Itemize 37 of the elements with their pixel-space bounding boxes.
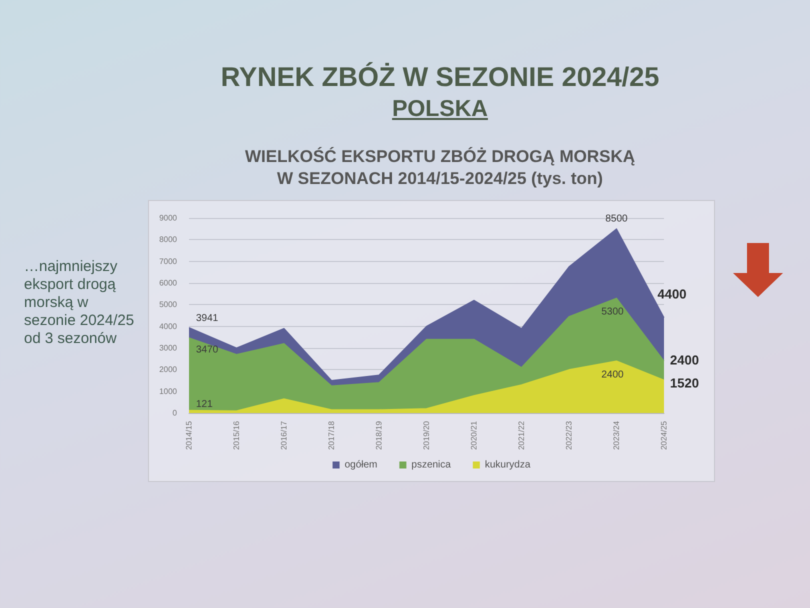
x-tick-label: 2014/15 xyxy=(184,420,194,450)
y-tick-label: 8000 xyxy=(159,235,178,244)
chart-subtitle: POLSKA xyxy=(391,95,489,122)
x-tick-label: 2023/24 xyxy=(612,420,621,450)
y-tick-label: 6000 xyxy=(159,278,178,288)
x-tick-label: 2022/23 xyxy=(564,420,574,450)
data-label: 2400 xyxy=(601,370,624,380)
text: …najmniejszy eksport drogą morską w sezonie 2024/25 od 3 sezonów xyxy=(24,258,136,348)
data-label: 8500 xyxy=(605,213,628,224)
x-tick-label: 2024/25 xyxy=(660,420,668,450)
data-label: 3470 xyxy=(196,344,219,356)
y-tick-label: 3000 xyxy=(159,344,178,352)
x-tick-label: 2018/19 xyxy=(374,420,384,450)
legend-label: kukurydza xyxy=(484,460,531,470)
data-label: 121 xyxy=(196,398,214,410)
legend-label: pszenica xyxy=(411,460,452,470)
y-tick-label: 2000 xyxy=(159,365,178,374)
data-label: 5300 xyxy=(601,306,624,318)
x-tick-label: 2020/21 xyxy=(470,420,478,450)
x-tick-label: 2017/18 xyxy=(327,420,336,450)
x-tick-label: 2021/22 xyxy=(517,420,526,450)
y-tick-label: 4000 xyxy=(159,322,178,331)
y-tick-label: 9000 xyxy=(159,214,178,222)
data-label: 1520 xyxy=(670,376,699,391)
x-tick-label: 2015/16 xyxy=(232,420,241,450)
chart-title: RYNEK ZBÓŻ W SEZONIE 2024/25 xyxy=(220,62,660,93)
legend-label: ogółem xyxy=(344,460,378,470)
x-tick-label: 2016/17 xyxy=(280,420,288,450)
data-label: 2400 xyxy=(670,352,699,368)
y-tick-label: 1000 xyxy=(159,386,178,396)
y-tick-label: 0 xyxy=(172,408,178,418)
data-label: 4400 xyxy=(658,286,686,302)
text: WIELKOŚĆ EKSPORTU ZBÓŻ DROGĄ MORSKĄ W SEZONACH 2014/15-2024/25 (tys. ton) xyxy=(244,146,636,190)
y-tick-label: 5000 xyxy=(159,300,178,310)
data-label: 3941 xyxy=(196,313,219,324)
x-tick-label: 2019/20 xyxy=(422,420,431,450)
y-tick-label: 7000 xyxy=(159,256,178,266)
